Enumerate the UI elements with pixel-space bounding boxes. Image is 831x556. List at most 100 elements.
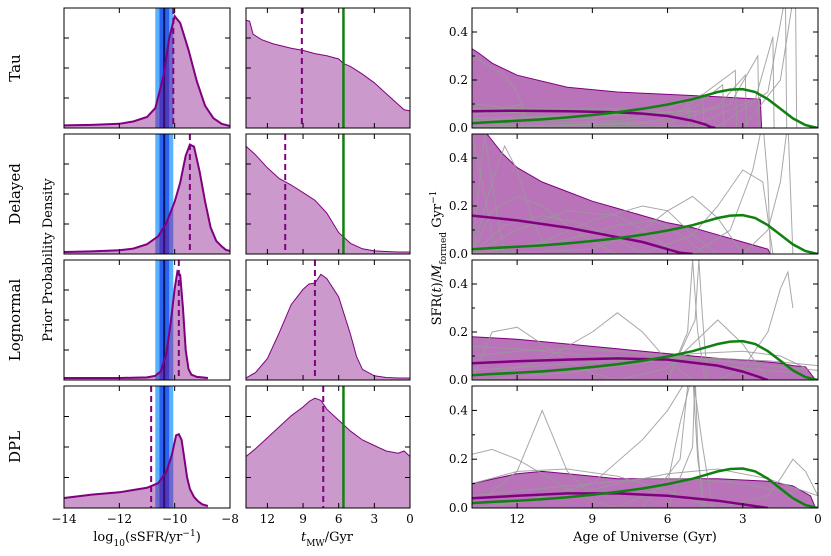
sfh-true — [472, 339, 818, 380]
sfh-lognormal-ytick-label: 0.4 — [449, 277, 468, 291]
sfh-draw — [472, 458, 818, 508]
sfh-dpl-frame — [471, 385, 819, 509]
row-label-dpl: DPL — [6, 431, 24, 463]
ssfr-lognormal-frame — [63, 259, 231, 381]
sfh-draw — [472, 260, 706, 380]
sfh-draw — [472, 319, 769, 380]
sfh-median — [472, 357, 769, 380]
sfh-panel-tau — [472, 8, 818, 128]
sfh-tau-frame — [471, 7, 819, 129]
sfh-delayed-ytick-label: 0.4 — [449, 151, 468, 165]
sfh-draw — [472, 260, 709, 380]
ssfr-density-line — [64, 14, 230, 127]
sfh-draw — [472, 219, 706, 254]
sfh-dpl-ytick-label: 0.2 — [449, 452, 468, 466]
sfh-draw — [472, 326, 618, 380]
tmw-dpl-xtick-label: 6 — [335, 512, 343, 526]
sfh-dpl-ytick-label: 0.0 — [449, 501, 468, 515]
sfh-draw — [472, 8, 798, 128]
sfh-lognormal-ytick-label: 0.2 — [449, 325, 468, 339]
ssfr-delayed-frame — [63, 133, 231, 255]
ssfr-dpl-xtick-label: −10 — [162, 512, 187, 526]
tmw-density-line — [246, 397, 410, 457]
ssfr-dpl-xtick-label: −14 — [51, 512, 77, 526]
sfh-draw — [472, 386, 714, 508]
sfh-draw — [472, 348, 818, 371]
sfh-dpl-ytick-label: 0.4 — [449, 403, 468, 417]
sfh-draw — [472, 350, 806, 380]
sfh-draw — [472, 169, 774, 254]
xlabel-tmw: tMW/Gyr — [301, 530, 354, 549]
tmw-panel-delayed — [246, 134, 410, 254]
sfh-draw — [472, 54, 760, 128]
ssfr-density-line — [64, 143, 230, 253]
xlabel-ssfr: log10(sSFR/yr−1) — [93, 529, 201, 549]
sfh-dpl-xtick-label: 9 — [589, 512, 597, 526]
tmw-lognormal-frame — [245, 259, 411, 381]
ssfr-dpl-xtick-label: −12 — [107, 512, 132, 526]
sfh-true — [472, 213, 818, 254]
ssfr-density-fill — [64, 16, 230, 128]
ssfr-panel-dpl — [64, 386, 209, 508]
tmw-panel-dpl — [246, 386, 410, 508]
ssfr-panel-delayed — [64, 134, 230, 254]
tmw-panel-lognormal — [246, 260, 410, 380]
sfh-draw — [472, 386, 706, 508]
ssfr-dpl-xtick-label: −8 — [221, 512, 239, 526]
sfh-band — [472, 48, 763, 128]
sfh-draw — [472, 448, 618, 508]
sfh-draw — [472, 270, 794, 380]
tmw-density-line — [246, 273, 410, 379]
sfh-delayed-frame — [471, 133, 819, 255]
ssfr-tau-frame — [63, 7, 231, 129]
sfh-panel-delayed — [472, 134, 818, 254]
xlabel-age: Age of Universe (Gyr) — [572, 530, 717, 545]
tmw-dpl-xtick-label: 3 — [371, 512, 379, 526]
tmw-density-line — [246, 19, 410, 112]
sfh-draw — [472, 110, 697, 128]
row-label-delayed: Delayed — [6, 163, 24, 225]
row-label-tau: Tau — [6, 54, 24, 82]
row-label-lognormal: Lognormal — [6, 279, 24, 362]
ssfr-panel-tau — [64, 8, 230, 128]
sfh-tau-ytick-label: 0.4 — [449, 25, 468, 39]
sfh-panel-dpl — [472, 386, 818, 508]
ssfr-density-fill — [64, 271, 208, 380]
tmw-density-fill — [246, 274, 410, 380]
ylabel-sfr: SFR(t)/Mformed Gyr−1 — [429, 191, 449, 326]
sfh-draw — [472, 93, 705, 128]
sfh-lognormal-ytick-label: 0.0 — [449, 373, 468, 387]
sfh-dpl-xtick-label: 12 — [509, 512, 524, 526]
tmw-dpl-xtick-label: 12 — [260, 512, 275, 526]
sfh-draw — [472, 108, 630, 128]
tmw-panel-tau — [246, 8, 410, 128]
sfh-lognormal-frame — [471, 259, 819, 381]
sfh-dpl-xtick-label: 3 — [739, 512, 747, 526]
sfh-true — [472, 467, 818, 508]
ssfr-dpl-frame — [63, 385, 231, 509]
ssfr-density-line — [64, 269, 209, 379]
sfh-dpl-xtick-label: 0 — [814, 512, 822, 526]
sfh-delayed-ytick-label: 0.2 — [449, 199, 468, 213]
sfh-draw — [472, 134, 506, 254]
sfh-draw — [472, 134, 794, 254]
tmw-tau-frame — [245, 7, 411, 129]
sfh-delayed-ytick-label: 0.0 — [449, 247, 468, 261]
tmw-density-fill — [246, 146, 410, 254]
sfh-draw — [472, 83, 725, 128]
sfh-draw — [472, 134, 771, 254]
ylabel-prior-density: Prior Probability Density — [41, 178, 56, 342]
sfh-draw — [472, 73, 747, 128]
tmw-delayed-frame — [245, 133, 411, 255]
sfh-draw — [472, 210, 681, 254]
ssfr-density-line — [64, 432, 209, 507]
sfh-draw — [472, 478, 793, 497]
ssfr-density-fill — [64, 144, 230, 254]
sfh-tau-ytick-label: 0.0 — [449, 121, 468, 135]
tmw-dpl-xtick-label: 0 — [406, 512, 414, 526]
sfh-draw — [472, 8, 788, 128]
sfh-true — [472, 87, 818, 128]
sfh-panel-lognormal — [472, 260, 818, 380]
sfh-dpl-xtick-label: 6 — [664, 512, 672, 526]
